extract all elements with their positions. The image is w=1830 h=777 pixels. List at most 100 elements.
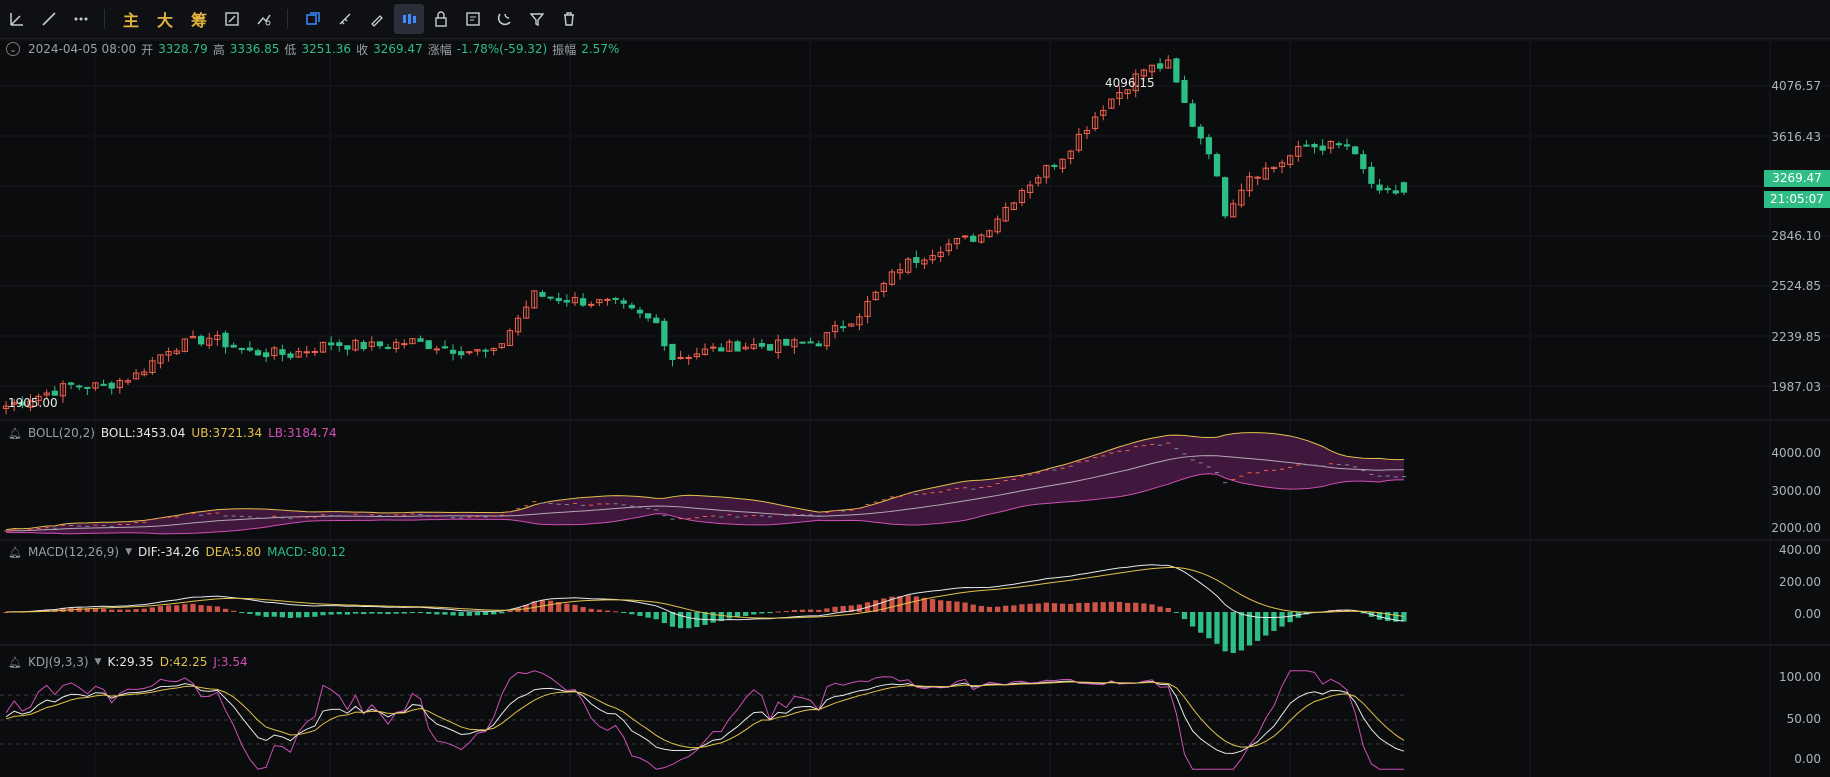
candle-body bbox=[523, 306, 530, 319]
collapse-icon[interactable]: ⌄ bbox=[6, 42, 20, 56]
lock-icon[interactable] bbox=[426, 4, 456, 34]
bell-icon[interactable]: 🔔︎ bbox=[8, 426, 22, 440]
candle-body bbox=[1165, 59, 1172, 69]
candle-body bbox=[19, 401, 26, 406]
boll-band-fill bbox=[6, 432, 1404, 534]
macd-histogram-bar bbox=[938, 600, 944, 612]
candle-body bbox=[287, 353, 294, 358]
layout-icon[interactable] bbox=[298, 4, 328, 34]
chevron-down-icon[interactable]: ▼ bbox=[94, 657, 102, 667]
kdj-name[interactable]: KDJ(9,3,3) bbox=[27, 655, 89, 669]
macd-histogram-bar bbox=[1003, 605, 1009, 612]
macd-axis-label: 400.00 bbox=[1779, 543, 1821, 557]
macd-histogram-bar bbox=[109, 609, 115, 612]
macd-histogram-bar bbox=[726, 612, 733, 619]
candle-body bbox=[1278, 162, 1286, 168]
macd-histogram-bar bbox=[222, 608, 229, 612]
bell-icon[interactable]: 🔔︎ bbox=[8, 545, 22, 559]
macd-histogram-bar bbox=[84, 608, 90, 612]
toolbar-divider bbox=[287, 9, 288, 29]
macd-histogram-bar bbox=[1059, 603, 1066, 612]
macd-histogram-bar bbox=[174, 605, 180, 612]
candle-body bbox=[1018, 189, 1026, 204]
macd-histogram-bar bbox=[556, 602, 562, 612]
candle-body bbox=[815, 343, 822, 347]
main-chart-button[interactable]: 主 bbox=[122, 11, 139, 30]
macd-histogram-bar bbox=[1149, 604, 1155, 612]
note-icon[interactable] bbox=[458, 4, 488, 34]
macd-histogram-bar bbox=[190, 603, 196, 612]
trend-angle-icon[interactable] bbox=[2, 4, 32, 34]
candle-body bbox=[1116, 91, 1123, 99]
candle-body bbox=[214, 334, 221, 341]
candle-body bbox=[417, 338, 424, 342]
price-axis-label: 2524.85 bbox=[1771, 279, 1821, 293]
chevron-down-icon[interactable]: ▼ bbox=[125, 547, 133, 557]
candle-body bbox=[888, 271, 896, 285]
candle-body bbox=[206, 337, 213, 346]
candle-body bbox=[149, 360, 156, 374]
macd-histogram-bar bbox=[336, 612, 342, 615]
macd-histogram-bar bbox=[1206, 612, 1212, 639]
candle-body bbox=[11, 402, 18, 405]
candle-body bbox=[913, 257, 920, 264]
candle-body bbox=[953, 237, 961, 245]
candle-body bbox=[872, 291, 879, 301]
candle-body bbox=[1238, 189, 1245, 206]
macd-histogram-bar bbox=[133, 608, 139, 612]
macd-histogram-bar bbox=[352, 612, 359, 614]
candle-body bbox=[1124, 89, 1131, 95]
macd-histogram-bar bbox=[198, 605, 204, 612]
candle-body bbox=[384, 346, 392, 349]
macd-histogram-bar bbox=[417, 612, 424, 613]
macd-histogram-bar bbox=[491, 612, 497, 615]
line-tool-icon[interactable] bbox=[34, 4, 64, 34]
big-order-button[interactable]: 大 bbox=[156, 11, 173, 30]
macd-histogram-bar bbox=[897, 596, 903, 612]
candle-body bbox=[1400, 182, 1408, 193]
candle-body bbox=[1140, 69, 1148, 77]
macd-name[interactable]: MACD(12,26,9) bbox=[27, 545, 120, 559]
macd-histogram-bar bbox=[994, 606, 1001, 612]
candle-body bbox=[1067, 150, 1074, 159]
trash-icon[interactable] bbox=[554, 4, 584, 34]
macd-histogram-bar bbox=[499, 612, 505, 614]
candle-body bbox=[506, 330, 514, 347]
filter-icon[interactable] bbox=[522, 4, 552, 34]
macd-dea-value: DEA:5.80 bbox=[205, 545, 262, 559]
candle-body bbox=[173, 350, 180, 354]
bell-icon[interactable]: 🔔︎ bbox=[8, 655, 22, 669]
macd-histogram-bar bbox=[799, 609, 806, 612]
high-value: 3336.85 bbox=[229, 42, 280, 56]
candle-body bbox=[51, 390, 58, 396]
candle-type-icon[interactable] bbox=[394, 4, 424, 34]
candle-body bbox=[766, 344, 774, 351]
candle-body bbox=[636, 309, 644, 314]
candle-body bbox=[986, 230, 993, 238]
candle-body bbox=[937, 251, 944, 258]
candle-body bbox=[376, 341, 384, 347]
more-icon[interactable] bbox=[66, 4, 96, 34]
macd-histogram-bar bbox=[1181, 612, 1188, 620]
candle-body bbox=[222, 332, 229, 348]
macd-histogram-bar bbox=[474, 612, 481, 616]
price-axis-label: 2239.85 bbox=[1771, 330, 1821, 344]
macd-histogram-bar bbox=[621, 612, 627, 613]
indicator-icon[interactable] bbox=[249, 4, 279, 34]
compare-icon[interactable] bbox=[217, 4, 247, 34]
macd-histogram-bar bbox=[1255, 612, 1261, 641]
macd-histogram-bar bbox=[1222, 612, 1228, 652]
candle-body bbox=[831, 325, 839, 333]
candle-body bbox=[693, 353, 701, 358]
magnet-icon[interactable] bbox=[490, 4, 520, 34]
macd-histogram-bar bbox=[165, 605, 172, 612]
candle-body bbox=[1287, 155, 1294, 165]
chip-distribution-button[interactable]: 筹 bbox=[190, 11, 207, 30]
kdj-header: 🔔︎ KDJ(9,3,3) ▼ K:29.35 D:42.25 J:3.54 bbox=[8, 655, 248, 669]
boll-value: BOLL:3453.04 bbox=[100, 426, 186, 440]
brush-icon[interactable] bbox=[362, 4, 392, 34]
boll-name[interactable]: BOLL(20,2) bbox=[27, 426, 95, 440]
ruler-icon[interactable] bbox=[330, 4, 360, 34]
macd-axis-label: 200.00 bbox=[1779, 575, 1821, 589]
